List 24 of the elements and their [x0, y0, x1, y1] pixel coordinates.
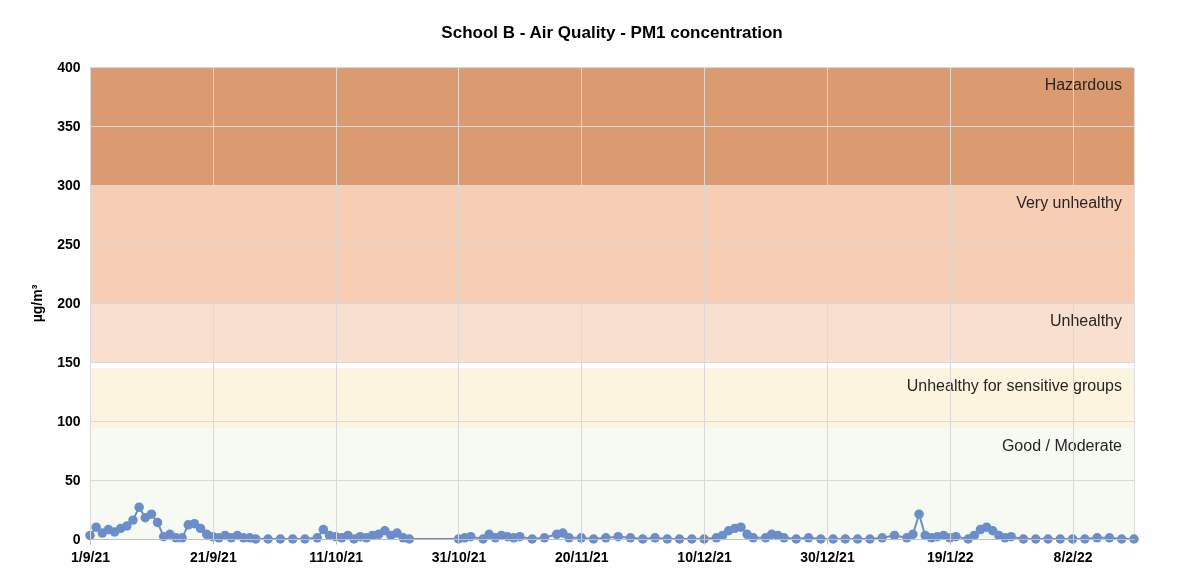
x-tick-label: 20/11/21 — [554, 548, 609, 565]
y-tick-label: 100 — [57, 412, 81, 429]
x-tick-label: 31/10/21 — [431, 548, 487, 565]
y-tick-label: 300 — [57, 176, 81, 193]
x-tick-label: 21/9/21 — [189, 548, 237, 565]
y-tick-label: 400 — [57, 58, 81, 75]
chart-title: School B - Air Quality - PM1 concentration — [441, 23, 783, 42]
y-tick-label: 350 — [57, 117, 81, 134]
y-tick-label: 0 — [72, 530, 81, 547]
x-tick-label: 8/2/22 — [1053, 548, 1093, 565]
x-tick-label: 11/10/21 — [309, 548, 364, 565]
band-label: Unhealthy — [1049, 312, 1122, 329]
y-tick-label: 200 — [57, 294, 81, 311]
band-label: Good / Moderate — [1001, 437, 1123, 455]
x-tick-label: 1/9/21 — [71, 548, 111, 565]
band-label: Very unhealthy — [1016, 194, 1122, 211]
y-tick-label: 150 — [57, 353, 81, 370]
y-axis-title: µg/m³ — [29, 284, 46, 323]
y-tick-label: 250 — [57, 235, 81, 252]
x-tick-label: 10/12/21 — [677, 548, 733, 565]
y-tick-label: 50 — [64, 471, 81, 488]
x-tick-label: 19/1/22 — [926, 548, 974, 565]
x-tick-label: 30/12/21 — [800, 548, 855, 565]
band-label: Unhealthy for sensitive groups — [906, 376, 1122, 394]
